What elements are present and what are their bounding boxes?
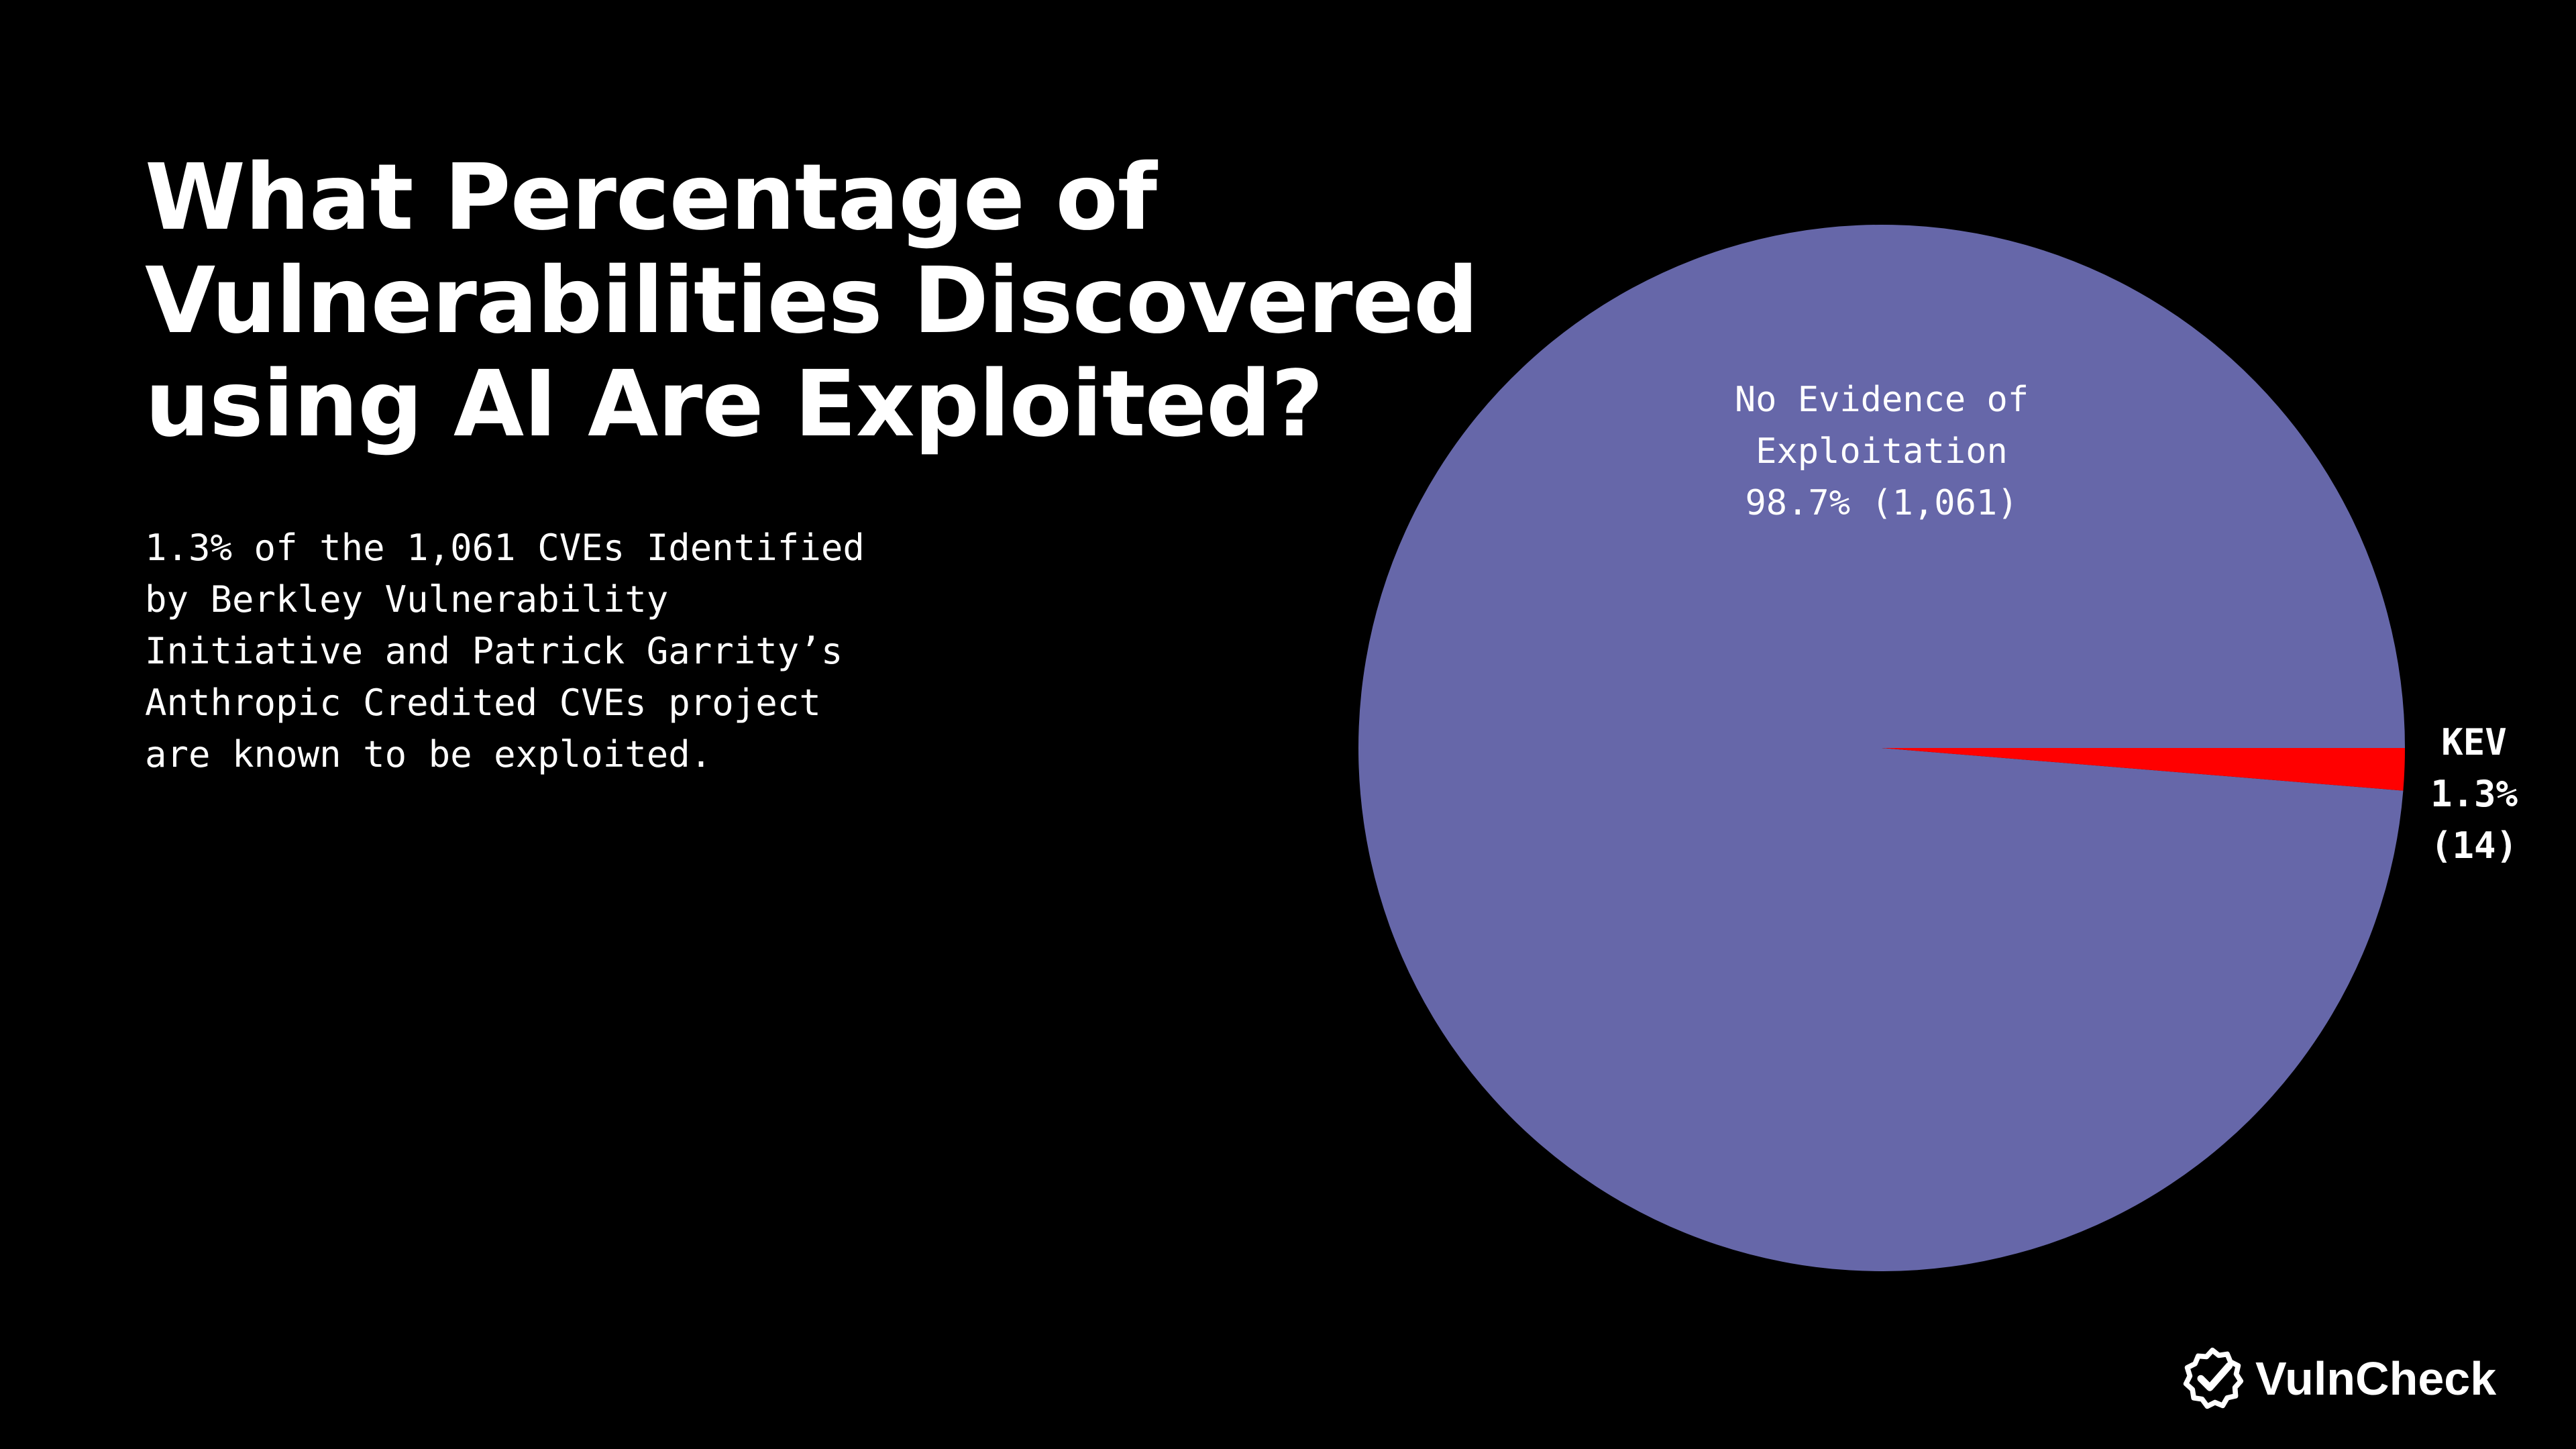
slice-kev [1882,748,2405,791]
page-title: What Percentage of Vulnerabilities Disco… [145,145,1479,458]
label-line: (14) [2430,824,2518,867]
brand-name: VulnCheck [2255,1352,2497,1405]
label-line: 1.3% [2430,773,2518,815]
label-kev: KEV 1.3% (14) [2430,721,2518,867]
label-line: 98.7% (1,061) [1746,483,2019,523]
pie-slices [1358,224,2405,1271]
vulncheck-logo: VulnCheck [2180,1342,2496,1415]
label-line: KEV [2441,721,2507,763]
label-line: Exploitation [1756,431,2008,472]
pie-labels: No Evidence of Exploitation 98.7% (1,061) K… [1735,380,2518,867]
label-line: No Evidence of [1735,380,2029,420]
slice-no-evidence [1358,224,2405,1271]
checkmark-badge-icon [2183,1347,2244,1409]
chart-description: 1.3% of the 1,061 CVEs Identified by Ber… [145,527,865,775]
label-no-evidence: No Evidence of Exploitation 98.7% (1,061) [1735,380,2029,523]
